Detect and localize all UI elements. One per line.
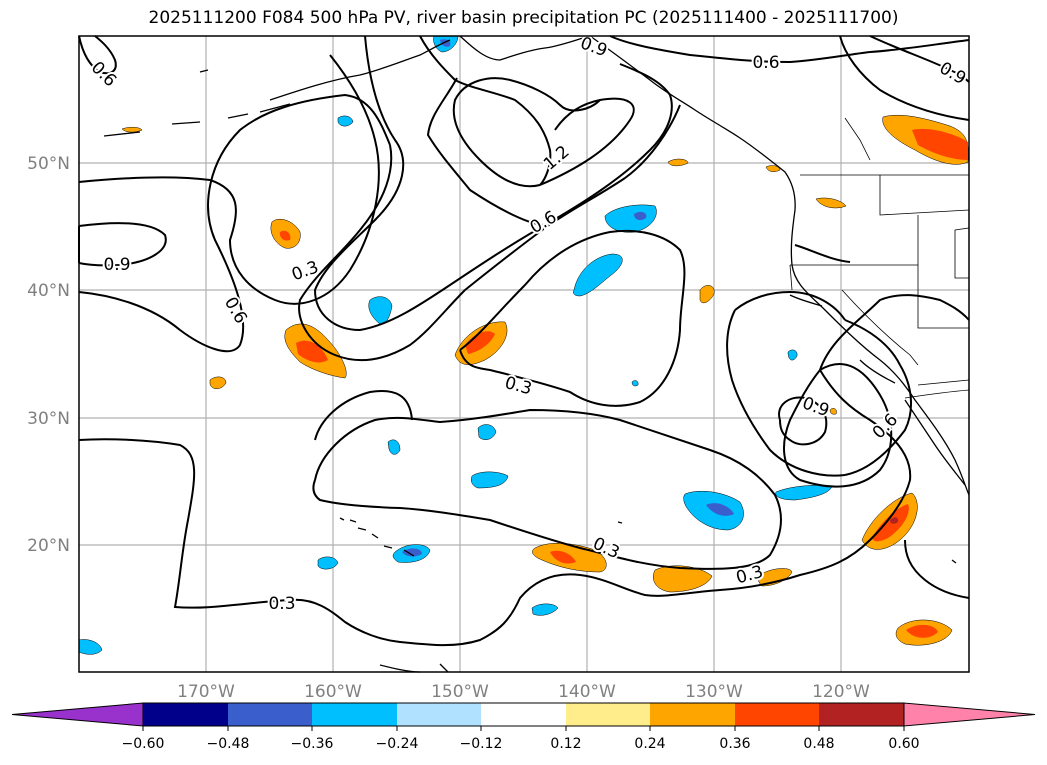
lat-label-30n: 30°N <box>27 409 70 429</box>
colorbar-tick-label-8: 0.36 <box>719 736 750 752</box>
lat-label-40n: 40°N <box>27 281 70 301</box>
colorbar-segment-5 <box>481 703 566 726</box>
map-frame <box>78 35 970 673</box>
colorbar-segment-6 <box>566 703 650 726</box>
colorbar-tick-label-3: −0.36 <box>291 736 334 752</box>
lon-label-150w: 150°W <box>431 682 489 702</box>
lat-label-50n: 50°N <box>27 154 70 174</box>
map-title: 2025111200 F084 500 hPa PV, river basin … <box>148 8 899 28</box>
colorbar-segment-3 <box>312 703 397 726</box>
precip-positive-anomalies <box>121 114 969 646</box>
colorbar-segment-1 <box>143 703 228 726</box>
colorbar-segment-7 <box>650 703 735 726</box>
colorbar-ticks <box>142 726 905 731</box>
colorbar-tick-label-9: 0.48 <box>803 736 834 752</box>
colorbar-tick-label-1: −0.60 <box>122 736 165 752</box>
pv-label-0.9-c: 0.9 <box>103 255 130 275</box>
colorbar: −0.60 −0.48 −0.36 −0.24 −0.12 0.12 0.24 … <box>11 702 1036 752</box>
colorbar-tick-label-7: 0.24 <box>634 736 665 752</box>
lon-label-160w: 160°W <box>304 682 362 702</box>
lat-label-20n: 20°N <box>27 536 70 556</box>
colorbar-tick-label-10: 0.60 <box>888 736 919 752</box>
precip-negative-anomalies <box>78 35 833 655</box>
colorbar-tick-label-6: 0.12 <box>550 736 581 752</box>
colorbar-lower-extension <box>11 702 144 727</box>
colorbar-outline <box>142 702 905 727</box>
lon-label-130w: 130°W <box>685 682 743 702</box>
gridlines <box>79 36 969 672</box>
lon-label-140w: 140°W <box>558 682 616 702</box>
longitude-labels: 170°W 160°W 150°W 140°W 130°W 120°W <box>177 682 870 702</box>
colorbar-segment-2 <box>228 703 312 726</box>
lon-label-120w: 120°W <box>812 682 870 702</box>
colorbar-segment-4 <box>397 703 481 726</box>
colorbar-segment-8 <box>735 703 819 726</box>
colorbar-tick-label-5: −0.12 <box>460 736 503 752</box>
lon-label-170w: 170°W <box>177 682 235 702</box>
latitude-labels: 50°N 40°N 30°N 20°N <box>27 154 70 556</box>
pv-label-0.3-e: 0.3 <box>268 594 295 614</box>
colorbar-segment-9 <box>819 703 904 726</box>
pv-label-0.6-b: 0.6 <box>752 53 779 73</box>
colorbar-tick-label-2: −0.48 <box>207 736 250 752</box>
map-background <box>79 36 969 672</box>
coastlines <box>103 35 970 673</box>
colorbar-upper-extension <box>903 702 1036 727</box>
colorbar-tick-label-4: −0.24 <box>376 736 419 752</box>
